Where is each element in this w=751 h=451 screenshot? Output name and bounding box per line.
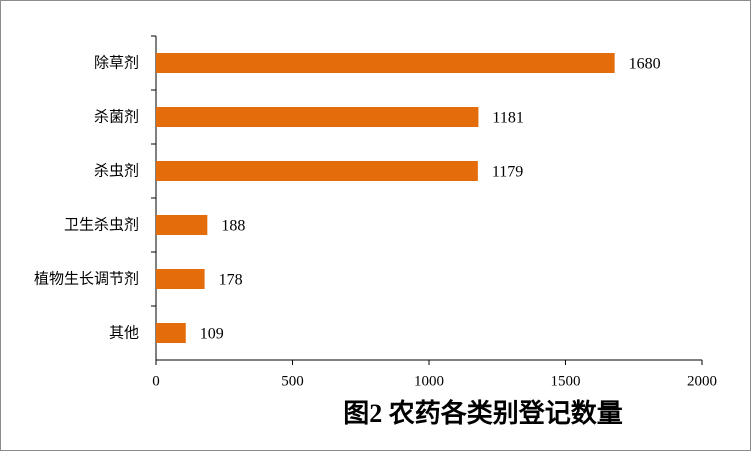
y-tick-label: 除草剂 <box>94 54 139 72</box>
bar <box>156 269 205 289</box>
x-tick-label: 500 <box>281 373 304 389</box>
x-tick-label: 1500 <box>551 373 581 389</box>
x-tick-label: 0 <box>152 373 160 389</box>
bar <box>156 323 186 343</box>
x-tick-label: 1000 <box>414 373 444 389</box>
data-label: 109 <box>200 326 224 343</box>
data-label: 1179 <box>492 164 523 181</box>
chart-title: 图2 农药各类别登记数量 <box>343 398 623 428</box>
data-label: 188 <box>221 218 245 235</box>
bar <box>156 53 615 73</box>
data-label: 178 <box>219 272 243 289</box>
y-tick-label: 其他 <box>109 324 139 342</box>
x-tick-label: 2000 <box>687 373 717 389</box>
bar <box>156 107 479 127</box>
y-tick-label: 卫生杀虫剂 <box>64 216 139 234</box>
data-label: 1680 <box>629 56 661 73</box>
bar <box>156 215 208 235</box>
data-label: 1181 <box>492 110 523 127</box>
y-tick-label: 杀菌剂 <box>94 108 139 126</box>
y-tick-label: 植物生长调节剂 <box>34 270 139 288</box>
y-tick-label: 杀虫剂 <box>94 162 139 180</box>
bar <box>156 161 478 181</box>
